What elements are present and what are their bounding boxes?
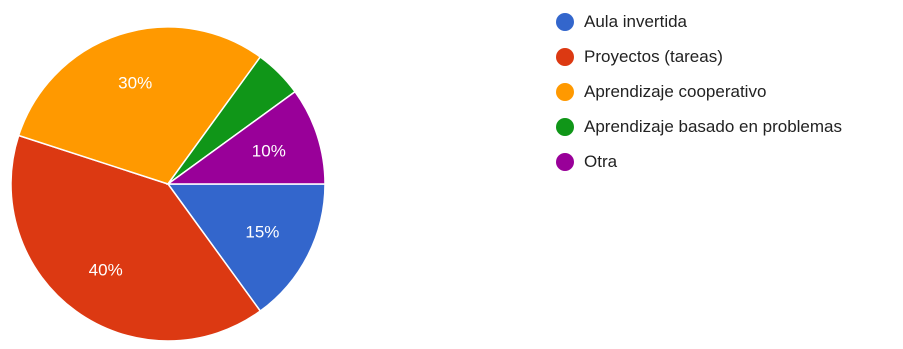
- legend-marker-icon: [556, 152, 574, 171]
- legend-marker-icon: [556, 12, 574, 31]
- legend-item-otra[interactable]: Otra: [556, 148, 842, 175]
- legend-label: Aprendizaje basado en problemas: [584, 116, 843, 136]
- legend-item-aprendizaje-cooperativo[interactable]: Aprendizaje cooperativo: [556, 78, 842, 105]
- pie-slice-proyectos-tareas[interactable]: [10, 134, 262, 342]
- pie-slices: [10, 26, 326, 342]
- legend-marker-icon: [556, 47, 574, 66]
- pie-slice-aula-invertida[interactable]: [166, 183, 326, 313]
- legend-label: Aula invertida: [584, 11, 688, 31]
- legend-item-proyectos[interactable]: Proyectos (tareas): [556, 43, 842, 70]
- legend-label: Proyectos (tareas): [584, 46, 723, 66]
- legend-marker-icon: [556, 82, 574, 101]
- pie-slice-label: 10%: [252, 142, 286, 161]
- legend-label: Otra: [584, 151, 618, 171]
- legend-item-aprendizaje-basado-en-problemas[interactable]: Aprendizaje basado en problemas: [556, 113, 842, 140]
- legend-marker-icon: [556, 117, 574, 136]
- legend-item-aula-invertida[interactable]: Aula invertida: [556, 8, 842, 35]
- pie-slice-label: 15%: [245, 223, 279, 242]
- pie-slice-labels: 15% 40% 30% 10%: [89, 74, 286, 280]
- legend: Aula invertida Proyectos (tareas) Aprend…: [556, 8, 842, 183]
- legend-label: Aprendizaje cooperativo: [584, 81, 767, 101]
- pie-slice-aprendizaje-cooperativo[interactable]: [17, 26, 262, 185]
- pie-slice-label: 30%: [118, 74, 152, 93]
- pie-slice-otra[interactable]: [165, 90, 326, 185]
- pie-slice-label: 40%: [89, 260, 123, 279]
- pie-chart: 15% 40% 30% 10%: [10, 26, 326, 342]
